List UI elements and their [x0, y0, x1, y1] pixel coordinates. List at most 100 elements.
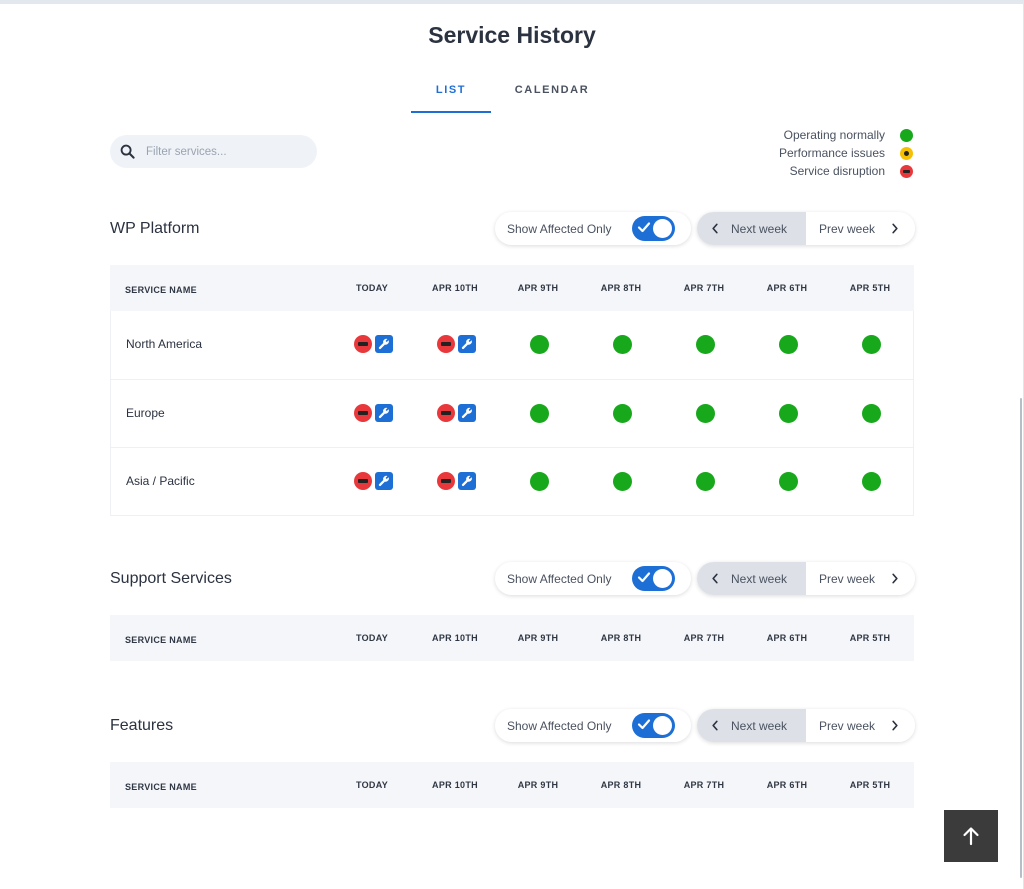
column-header-apr-6th: APR 6TH [766, 633, 808, 643]
service-name-cell: North America [126, 337, 203, 351]
week-navigation: Next week Prev week [697, 709, 915, 742]
arrow-up-icon [963, 827, 979, 846]
next-week-label: Next week [731, 221, 788, 236]
column-header-apr-7th: APR 7TH [683, 780, 725, 790]
table-body: North America Europe Asia / Pacific [110, 311, 914, 516]
status-cell[interactable] [670, 404, 740, 423]
status-cell[interactable] [836, 472, 906, 491]
maintenance-badge [457, 335, 476, 353]
disruption-status-icon [353, 335, 372, 353]
chevron-left-icon [712, 223, 718, 234]
tab-calendar[interactable]: CALENDAR [514, 84, 590, 96]
status-cell[interactable] [587, 404, 657, 423]
status-cell[interactable] [753, 335, 823, 354]
status-cell[interactable] [504, 335, 574, 354]
status-cell[interactable] [338, 335, 408, 353]
column-header-apr-5th: APR 5TH [849, 283, 891, 293]
legend-item-operating-normally: Operating normally [779, 126, 913, 144]
next-week-button[interactable]: Next week [697, 212, 806, 245]
normal-status-icon [695, 404, 715, 423]
column-header-apr-6th: APR 6TH [766, 283, 808, 293]
chevron-right-icon [892, 223, 898, 234]
service-table-features: SERVICE NAME TODAY APR 10TH APR 9TH APR … [110, 762, 914, 808]
status-cell[interactable] [338, 472, 408, 490]
table-header: SERVICE NAME TODAY APR 10TH APR 9TH APR … [110, 762, 914, 808]
show-affected-toggle[interactable]: Show Affected Only [495, 709, 691, 742]
service-table-support-services: SERVICE NAME TODAY APR 10TH APR 9TH APR … [110, 615, 914, 661]
status-cell[interactable] [421, 404, 491, 422]
top-border [0, 0, 1024, 4]
tab-list[interactable]: LIST [411, 80, 491, 113]
prev-week-button[interactable]: Prev week [806, 709, 915, 742]
column-header-apr-9th: APR 9TH [517, 780, 559, 790]
show-affected-label: Show Affected Only [507, 571, 612, 586]
affected-switch[interactable] [632, 216, 675, 241]
page-title: Service History [428, 22, 596, 48]
show-affected-label: Show Affected Only [507, 718, 612, 733]
week-navigation: Next week Prev week [697, 212, 915, 245]
wrench-icon [461, 475, 472, 487]
view-tabs: LIST CALENDAR [411, 80, 613, 113]
status-cell[interactable] [421, 335, 491, 353]
column-header-apr-8th: APR 8TH [600, 633, 642, 643]
disruption-status-icon [436, 404, 455, 422]
next-week-label: Next week [731, 571, 788, 586]
normal-status-icon [529, 404, 549, 423]
section-title-features: Features [110, 717, 174, 734]
status-cell[interactable] [836, 404, 906, 423]
affected-switch[interactable] [632, 713, 675, 738]
status-cell[interactable] [587, 472, 657, 491]
status-legend: Operating normally Performance issues Se… [779, 126, 913, 180]
prev-week-button[interactable]: Prev week [806, 562, 915, 595]
maintenance-badge [457, 404, 476, 422]
column-header-today: TODAY [355, 780, 388, 790]
column-header-apr-7th: APR 7TH [683, 633, 725, 643]
next-week-button[interactable]: Next week [697, 709, 806, 742]
legend-label: Performance issues [778, 146, 885, 160]
normal-status-icon [861, 472, 881, 491]
wrench-icon [378, 475, 389, 487]
legend-item-performance-issues: Performance issues [779, 144, 913, 162]
chevron-right-icon [892, 573, 898, 584]
affected-switch[interactable] [632, 566, 675, 591]
column-header-apr-10th: APR 10TH [432, 633, 478, 643]
show-affected-toggle[interactable]: Show Affected Only [495, 212, 691, 245]
table-header: SERVICE NAME TODAY APR 10TH APR 9TH APR … [110, 615, 914, 661]
status-cell[interactable] [753, 404, 823, 423]
column-header-apr-10th: APR 10TH [432, 780, 478, 790]
green-status-icon [900, 128, 913, 142]
status-cell[interactable] [421, 472, 491, 490]
section-title-wp-platform: WP Platform [110, 220, 200, 237]
column-header-service-name: SERVICE NAME [125, 285, 197, 295]
table-row: Europe [111, 379, 913, 447]
status-cell[interactable] [504, 472, 574, 491]
normal-status-icon [861, 335, 881, 354]
status-cell[interactable] [504, 404, 574, 423]
status-cell[interactable] [670, 335, 740, 354]
show-affected-toggle[interactable]: Show Affected Only [495, 562, 691, 595]
column-header-service-name: SERVICE NAME [125, 635, 197, 645]
search-box[interactable] [110, 135, 317, 168]
prev-week-button[interactable]: Prev week [806, 212, 915, 245]
status-cell[interactable] [338, 404, 408, 422]
check-icon [637, 572, 651, 583]
column-header-apr-9th: APR 9TH [517, 283, 559, 293]
status-cell[interactable] [670, 472, 740, 491]
status-cell[interactable] [753, 472, 823, 491]
status-cell[interactable] [836, 335, 906, 354]
column-header-apr-7th: APR 7TH [683, 283, 725, 293]
maintenance-badge [457, 472, 476, 490]
column-header-apr-8th: APR 8TH [600, 780, 642, 790]
normal-status-icon [695, 472, 715, 491]
search-input[interactable] [146, 145, 306, 158]
back-to-top-button[interactable] [944, 810, 998, 862]
column-header-apr-6th: APR 6TH [766, 780, 808, 790]
table-row: North America [111, 311, 913, 379]
table-row: Asia / Pacific [111, 447, 913, 515]
next-week-button[interactable]: Next week [697, 562, 806, 595]
normal-status-icon [529, 335, 549, 354]
scrollbar-thumb[interactable] [1020, 398, 1022, 878]
disruption-status-icon [353, 472, 372, 490]
normal-status-icon [778, 404, 798, 423]
status-cell[interactable] [587, 335, 657, 354]
